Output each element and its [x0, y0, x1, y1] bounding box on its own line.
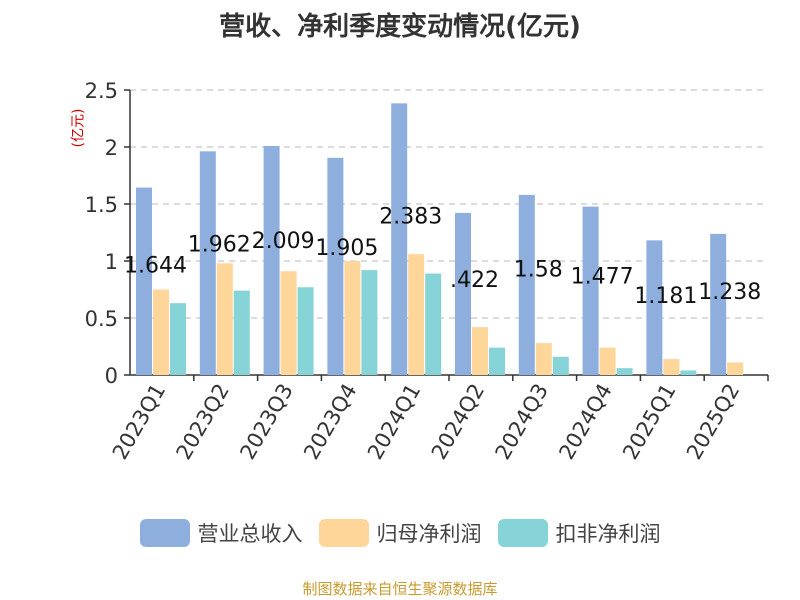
bar-net-profit — [727, 362, 744, 375]
x-tick-label: 2025Q1 — [618, 380, 680, 464]
bar-deducted-profit — [425, 273, 442, 375]
data-label-revenue: 1.58 — [514, 258, 563, 283]
bar-net-profit — [599, 347, 616, 375]
data-label-revenue: 1.905 — [315, 236, 378, 261]
legend-label-deducted-profit: 扣非净利润 — [555, 522, 661, 546]
x-tick-label: 2023Q3 — [235, 380, 297, 464]
bar-revenue — [646, 240, 663, 375]
bar-net-profit — [535, 343, 552, 375]
bar-deducted-profit — [297, 287, 314, 375]
legend-swatch-revenue — [139, 519, 190, 547]
y-tick-label: 0 — [105, 364, 118, 388]
bar-deducted-profit — [170, 303, 186, 375]
x-tick-label: 2023Q4 — [299, 380, 361, 464]
bar-revenue — [391, 103, 408, 375]
bar-net-profit — [472, 327, 488, 375]
y-tick-label: 2.5 — [85, 79, 118, 103]
bar-deducted-profit — [489, 347, 505, 375]
bar-deducted-profit — [361, 270, 378, 375]
legend-swatch-deducted-profit — [497, 519, 548, 547]
data-source-footer: 制图数据来自恒生聚源数据库 — [302, 580, 498, 598]
bar-revenue — [455, 212, 471, 375]
chart-title: 营收、净利季度变动情况(亿元) — [219, 12, 581, 42]
bar-net-profit — [663, 359, 680, 375]
legend-label-revenue: 营业总收入 — [197, 522, 303, 546]
y-tick-label: 0.5 — [85, 307, 118, 331]
x-tick-label: 2024Q2 — [427, 380, 489, 464]
data-label-revenue: 2.009 — [252, 229, 315, 254]
bar-revenue — [582, 206, 599, 375]
bar-deducted-profit — [552, 356, 569, 375]
bar-revenue — [199, 151, 216, 375]
bar-revenue — [327, 157, 344, 375]
bar-deducted-profit — [680, 370, 697, 375]
x-tick-label: 2023Q2 — [172, 380, 234, 464]
bar-deducted-profit — [616, 368, 633, 375]
bar-net-profit — [280, 271, 297, 375]
bar-revenue — [710, 233, 727, 375]
x-tick-label: 2025Q2 — [682, 380, 744, 464]
bar-net-profit — [408, 254, 425, 375]
x-tick-label: 2024Q1 — [363, 380, 425, 464]
y-tick-label: 2 — [105, 136, 118, 160]
bar-revenue — [136, 187, 152, 375]
y-tick-label: 1.5 — [85, 193, 118, 217]
legend-item-net-profit[interactable]: 归母净利润 — [318, 518, 482, 548]
data-label-revenue: 1.477 — [571, 264, 634, 289]
data-label-revenue: 1.181 — [634, 284, 697, 309]
data-label-revenue: 1.962 — [188, 232, 251, 257]
bar-net-profit — [216, 263, 233, 375]
data-label-revenue: 2.383 — [379, 204, 442, 229]
x-tick-label: 2023Q1 — [108, 380, 170, 464]
bar-revenue — [518, 194, 535, 375]
legend-label-net-profit: 归母净利润 — [376, 522, 482, 546]
bar-revenue — [263, 145, 280, 375]
y-tick-label: 1 — [105, 250, 118, 274]
data-label-revenue: .422 — [450, 268, 499, 293]
bar-net-profit — [153, 289, 169, 375]
chart-legend: 营业总收入 归母净利润 扣非净利润 — [0, 518, 800, 548]
legend-item-revenue[interactable]: 营业总收入 — [139, 518, 303, 548]
legend-item-deducted-profit[interactable]: 扣非净利润 — [497, 518, 661, 548]
data-label-revenue: 1.644 — [124, 253, 187, 278]
bar-deducted-profit — [233, 290, 250, 375]
bar-net-profit — [344, 261, 361, 375]
x-tick-label: 2024Q4 — [554, 380, 616, 464]
legend-swatch-net-profit — [318, 519, 369, 547]
x-tick-label: 2024Q3 — [491, 380, 553, 464]
data-label-revenue: 1.238 — [698, 280, 761, 305]
